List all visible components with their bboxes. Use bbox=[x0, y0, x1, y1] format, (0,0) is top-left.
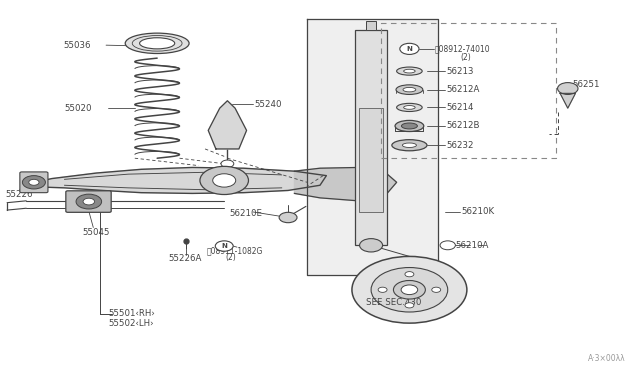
Text: 55501‹RH›: 55501‹RH› bbox=[108, 310, 155, 318]
Ellipse shape bbox=[401, 123, 417, 129]
Text: 55036: 55036 bbox=[63, 41, 91, 50]
Ellipse shape bbox=[404, 69, 415, 73]
Circle shape bbox=[29, 179, 39, 185]
Text: SEE SEC.430: SEE SEC.430 bbox=[365, 298, 421, 307]
Ellipse shape bbox=[397, 103, 422, 112]
Text: 56251: 56251 bbox=[572, 80, 600, 89]
Text: 55226: 55226 bbox=[6, 190, 33, 199]
Circle shape bbox=[405, 303, 414, 308]
Circle shape bbox=[83, 198, 95, 205]
Ellipse shape bbox=[125, 33, 189, 54]
Polygon shape bbox=[208, 101, 246, 149]
Text: ⓝ08912-74010: ⓝ08912-74010 bbox=[435, 44, 491, 53]
Circle shape bbox=[371, 267, 448, 312]
Circle shape bbox=[215, 241, 233, 251]
Polygon shape bbox=[294, 167, 397, 201]
Text: 56210A: 56210A bbox=[456, 241, 489, 250]
Circle shape bbox=[76, 194, 102, 209]
Text: 56213: 56213 bbox=[447, 67, 474, 76]
Circle shape bbox=[432, 287, 441, 292]
Circle shape bbox=[401, 285, 418, 295]
Ellipse shape bbox=[404, 106, 415, 109]
Text: ⓝ08911-1082G: ⓝ08911-1082G bbox=[206, 246, 262, 255]
Text: 56212B: 56212B bbox=[447, 122, 480, 131]
Text: 55502‹LH›: 55502‹LH› bbox=[108, 320, 154, 328]
Circle shape bbox=[378, 287, 387, 292]
Text: 56214: 56214 bbox=[447, 103, 474, 112]
Polygon shape bbox=[26, 167, 326, 193]
Polygon shape bbox=[307, 19, 438, 275]
Text: 56212A: 56212A bbox=[447, 85, 480, 94]
Circle shape bbox=[440, 241, 456, 250]
Circle shape bbox=[200, 166, 248, 195]
Ellipse shape bbox=[396, 85, 423, 94]
Text: A·3×00λλ: A·3×00λλ bbox=[588, 354, 625, 363]
Text: 55045: 55045 bbox=[83, 228, 110, 237]
FancyBboxPatch shape bbox=[66, 191, 111, 212]
Text: 55226A: 55226A bbox=[168, 254, 202, 263]
Bar bbox=[355, 31, 387, 245]
Ellipse shape bbox=[140, 38, 175, 49]
Circle shape bbox=[352, 256, 467, 323]
Polygon shape bbox=[560, 93, 575, 108]
Text: 56232: 56232 bbox=[447, 141, 474, 150]
Circle shape bbox=[279, 212, 297, 223]
Text: 55020: 55020 bbox=[65, 104, 92, 113]
Text: 56210E: 56210E bbox=[229, 209, 262, 218]
Text: 56210K: 56210K bbox=[462, 208, 495, 217]
Circle shape bbox=[221, 160, 234, 167]
Bar bbox=[381, 23, 556, 158]
Text: (2): (2) bbox=[461, 52, 471, 61]
Ellipse shape bbox=[403, 87, 416, 92]
Text: N: N bbox=[221, 243, 227, 249]
Circle shape bbox=[557, 83, 578, 94]
Circle shape bbox=[405, 272, 414, 277]
Circle shape bbox=[360, 238, 383, 252]
Text: 55240: 55240 bbox=[255, 100, 282, 109]
FancyBboxPatch shape bbox=[20, 172, 48, 193]
Text: N: N bbox=[406, 46, 412, 52]
Circle shape bbox=[22, 176, 45, 189]
Circle shape bbox=[400, 43, 419, 54]
Ellipse shape bbox=[395, 121, 424, 132]
Text: (2): (2) bbox=[225, 253, 236, 262]
Bar bbox=[366, 21, 376, 31]
Ellipse shape bbox=[397, 67, 422, 75]
Circle shape bbox=[394, 280, 426, 299]
Bar bbox=[359, 108, 383, 212]
Circle shape bbox=[212, 174, 236, 187]
Ellipse shape bbox=[403, 143, 417, 147]
Ellipse shape bbox=[392, 140, 427, 151]
